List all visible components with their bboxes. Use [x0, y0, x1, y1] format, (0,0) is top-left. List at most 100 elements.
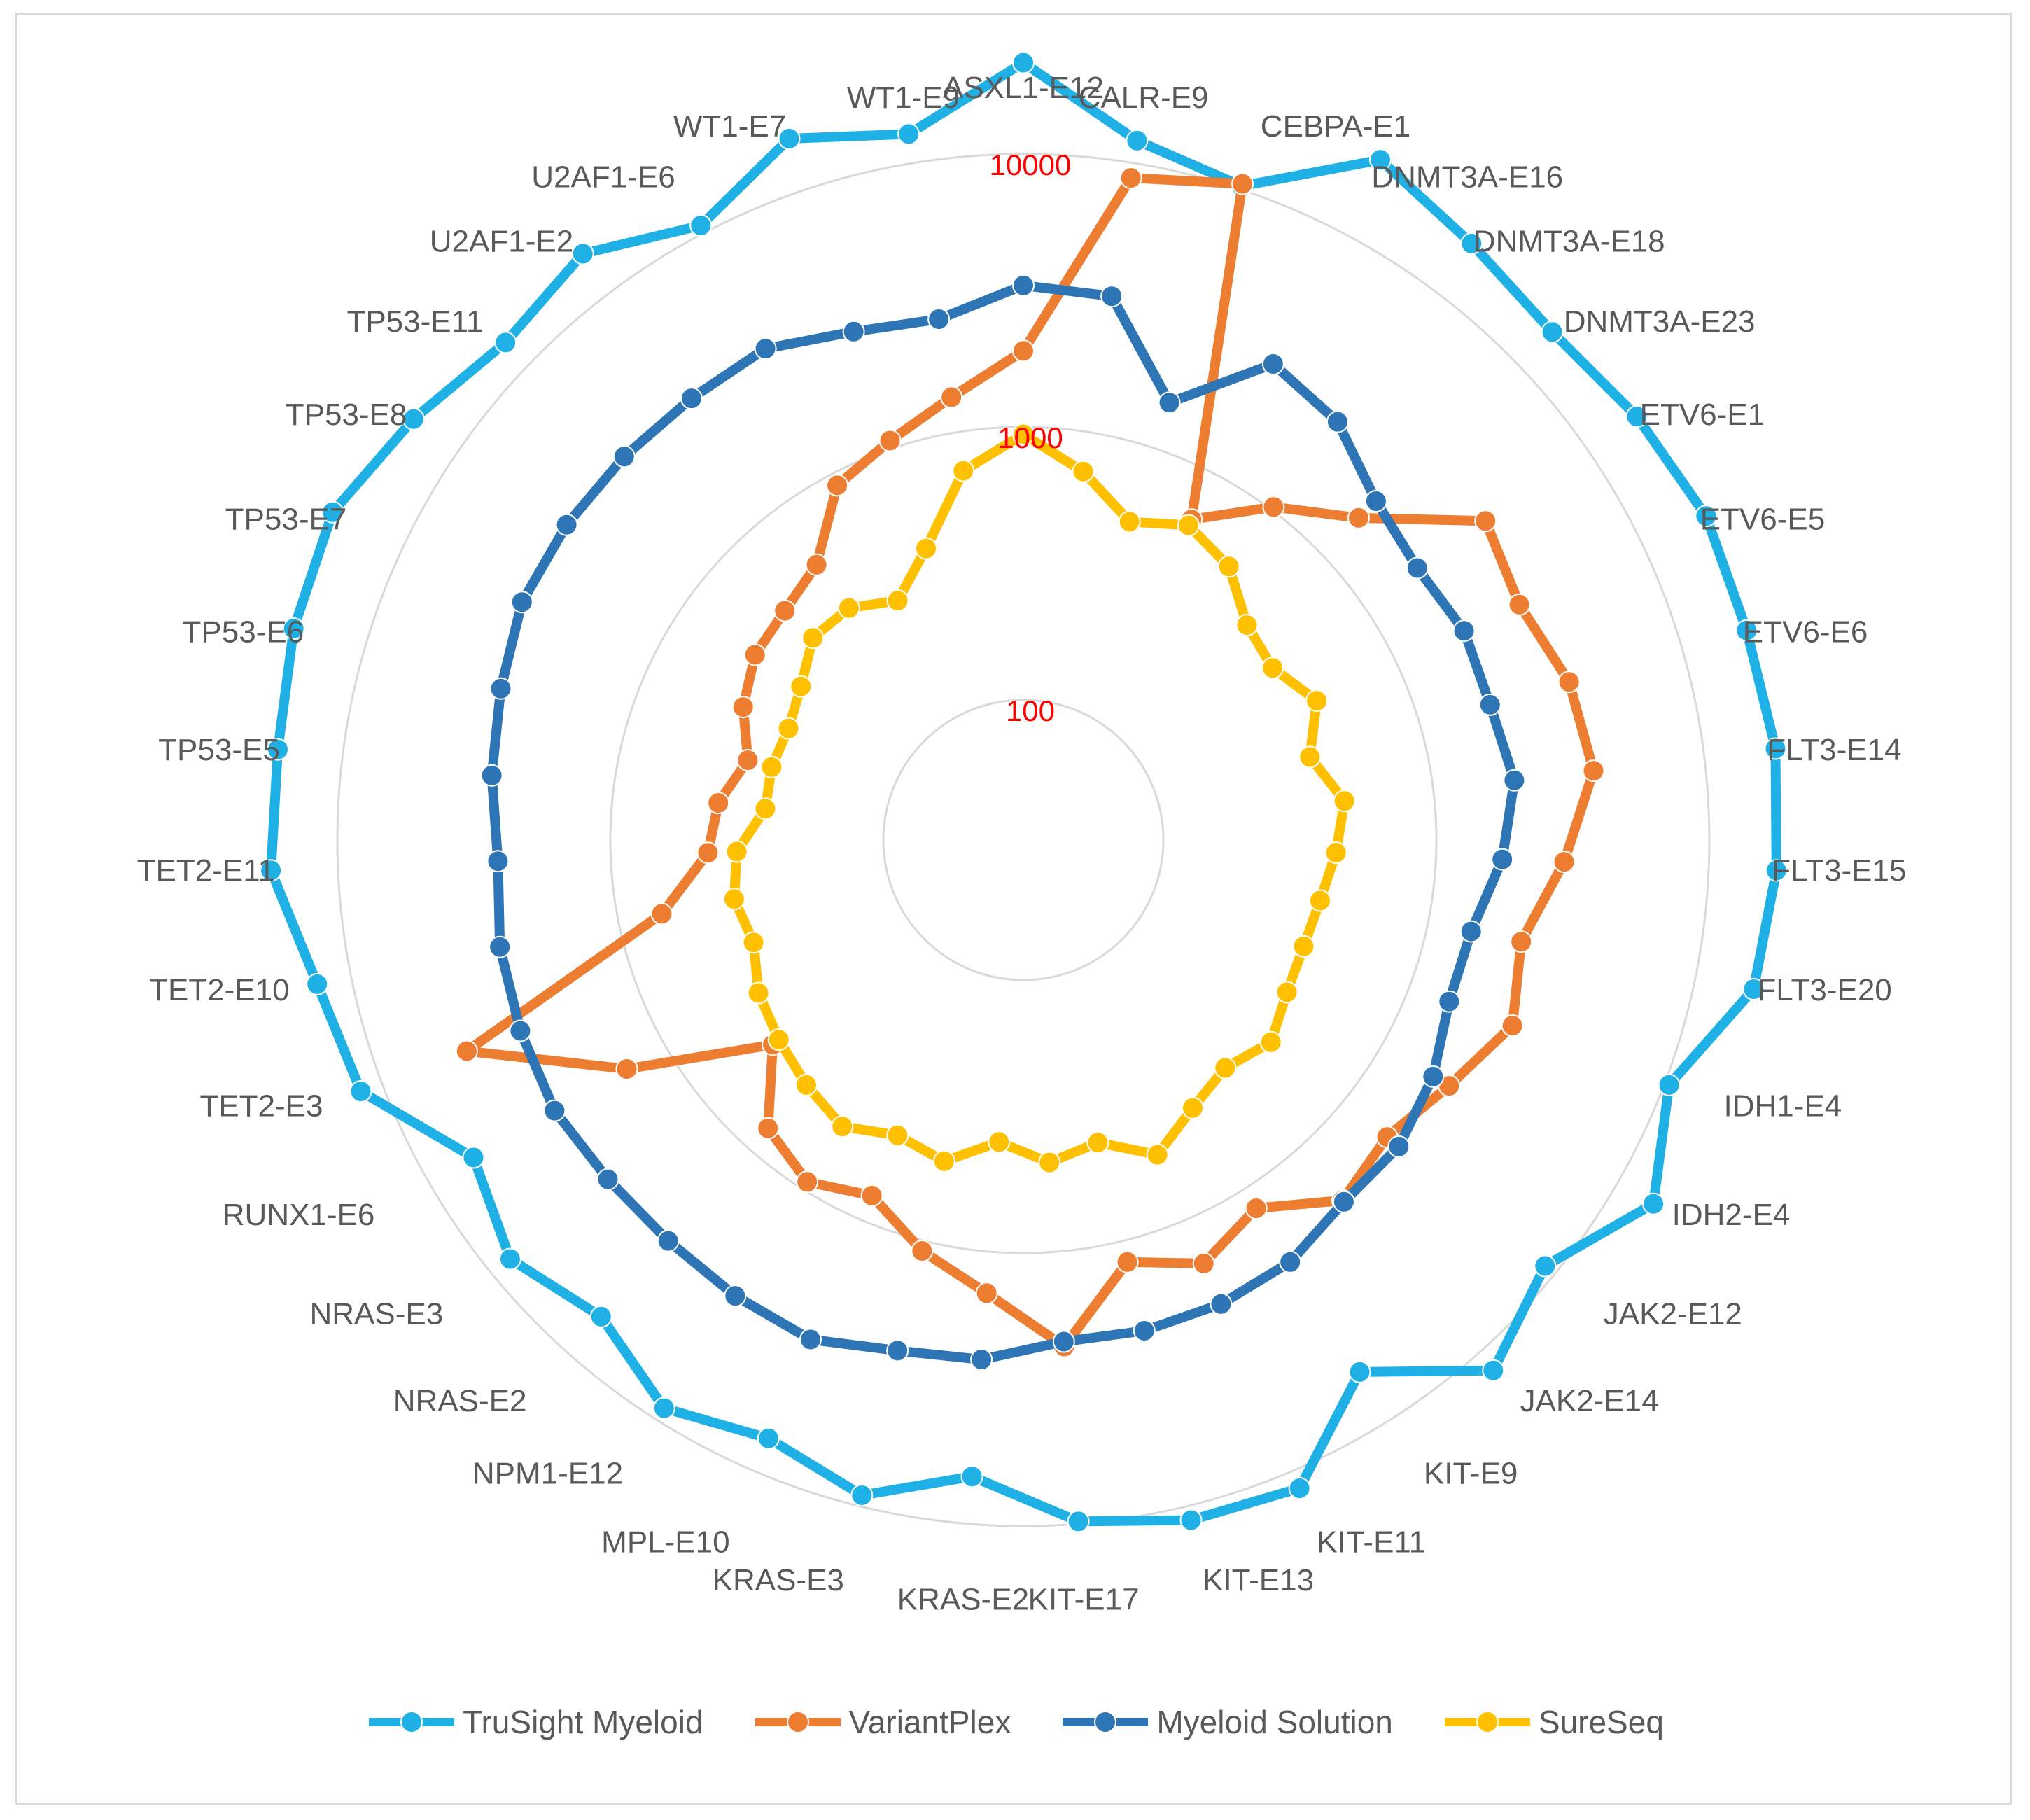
data-point [1012, 274, 1035, 297]
data-point [1742, 978, 1765, 1000]
data-point [1306, 690, 1329, 713]
data-point [897, 122, 920, 146]
data-point [1438, 990, 1461, 1013]
data-point [596, 1168, 620, 1191]
data-point [657, 1229, 680, 1252]
data-point [1261, 353, 1284, 375]
data-point [1326, 410, 1349, 433]
data-point [1534, 1254, 1557, 1278]
data-point [680, 387, 703, 410]
data-point [652, 1396, 676, 1420]
data-point [988, 1130, 1011, 1154]
category-label: KIT-E9 [1424, 1456, 1518, 1490]
data-point [1369, 148, 1392, 172]
data-point [1508, 593, 1531, 616]
data-point [725, 840, 748, 863]
data-point [1116, 1250, 1139, 1273]
ring-label: 10000 [990, 148, 1072, 181]
category-label: TP53-E5 [158, 733, 280, 767]
data-point [1236, 614, 1259, 637]
category-label: TP53-E6 [183, 615, 304, 649]
data-point [510, 591, 533, 614]
data-point [722, 888, 746, 911]
legend-label: VariantPlex [848, 1704, 1011, 1740]
data-point [940, 386, 963, 409]
data-point [1558, 671, 1581, 694]
radar-series [260, 51, 1788, 1533]
grid-ring-10000 [336, 153, 1711, 1527]
category-label: TP53-E7 [225, 502, 347, 536]
data-point [1503, 769, 1526, 792]
data-point [1086, 1131, 1110, 1154]
data-point [1275, 981, 1298, 1004]
category-label: TET2-E3 [200, 1088, 323, 1123]
category-label: ASXL1-E12 [943, 71, 1104, 105]
data-point [754, 797, 777, 820]
data-point [1288, 1477, 1311, 1499]
data-point [489, 935, 512, 958]
data-point [886, 1339, 909, 1362]
data-point [1052, 1330, 1075, 1353]
data-point [960, 1465, 983, 1488]
category-label: KIT-E13 [1203, 1563, 1314, 1597]
data-point [589, 1305, 612, 1328]
data-point [462, 1146, 485, 1169]
data-point [927, 308, 951, 330]
category-label: FLT3-E20 [1757, 973, 1891, 1007]
data-point [1452, 620, 1476, 643]
data-point [886, 1124, 909, 1147]
data-point [778, 127, 801, 150]
legend-item: VariantPlex [752, 1703, 1011, 1741]
data-point [796, 1170, 819, 1194]
data-point [1231, 172, 1254, 195]
data-point [1332, 1190, 1355, 1213]
category-label: MPL-E10 [601, 1525, 729, 1559]
data-point [1158, 391, 1181, 414]
data-point [650, 902, 673, 925]
category-label: ETV6-E5 [1700, 502, 1826, 536]
data-point [860, 1184, 883, 1207]
chart-frame [15, 13, 2012, 1805]
data-point [1348, 506, 1370, 529]
data-point [1245, 1197, 1268, 1219]
data-point [1177, 514, 1200, 537]
data-point [915, 537, 937, 560]
data-point [802, 626, 825, 650]
data-point [1119, 167, 1142, 190]
data-point [1324, 841, 1348, 864]
series-line [266, 57, 1782, 1527]
data-point [826, 474, 849, 497]
category-label: TET2-E10 [149, 973, 290, 1007]
category-label: NPM1-E12 [472, 1456, 623, 1490]
category-label: IDH2-E4 [1672, 1198, 1791, 1232]
data-point [1478, 693, 1502, 716]
data-point [1333, 790, 1356, 813]
data-point [1067, 1510, 1090, 1533]
data-point [724, 1284, 747, 1308]
data-point [1695, 505, 1718, 528]
data-point [498, 1247, 522, 1270]
data-point [970, 1348, 993, 1371]
series-myeloid-solution [480, 274, 1526, 1371]
category-label: ETV6-E1 [1640, 398, 1765, 432]
legend-swatch [1063, 1711, 1149, 1733]
legend-swatch [1444, 1711, 1530, 1733]
data-point [1261, 657, 1284, 680]
category-label: CEBPA-E1 [1261, 109, 1410, 144]
data-point [1364, 490, 1387, 512]
legend-marker [400, 1711, 424, 1733]
data-point [1012, 340, 1035, 363]
data-point [1491, 848, 1514, 871]
data-point [1482, 1359, 1505, 1382]
data-point [767, 1028, 790, 1051]
data-point [1126, 129, 1149, 152]
data-point [1180, 1508, 1203, 1532]
data-point [736, 749, 760, 771]
data-point [1308, 889, 1331, 912]
ring-label: 1000 [997, 421, 1063, 454]
category-label: CALR-E9 [1079, 80, 1209, 115]
category-label: TET2-E11 [137, 853, 275, 888]
category-label: DNMT3A-E16 [1371, 160, 1563, 195]
category-label: ETV6-E6 [1743, 615, 1868, 649]
